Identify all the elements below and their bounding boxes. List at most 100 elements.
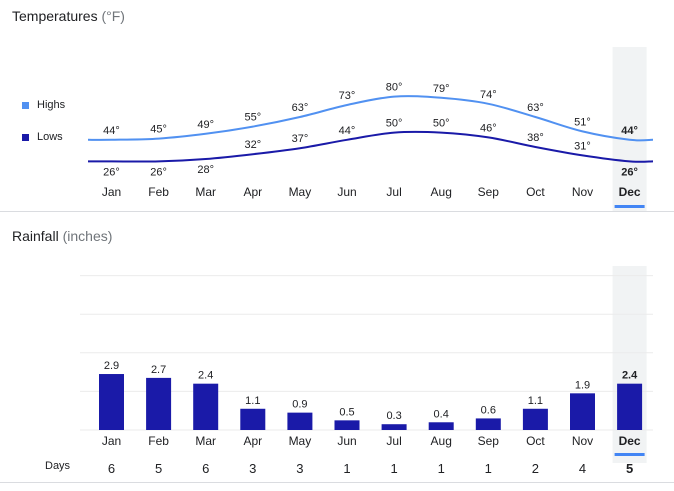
days-value-jun: 1	[343, 461, 350, 476]
low-label-aug: 50°	[433, 118, 450, 130]
rain-month-label-jun: Jun	[337, 434, 356, 448]
high-label-jun: 73°	[339, 90, 356, 102]
days-value-feb: 5	[155, 461, 162, 476]
rain-month-label-may: May	[289, 434, 312, 448]
rain-value-dec: 2.4	[622, 370, 638, 382]
temp-month-label-dec: Dec	[619, 185, 641, 199]
rain-bar-jun	[334, 420, 360, 430]
rain-bar-apr	[240, 408, 266, 430]
rain-value-aug: 0.4	[434, 408, 449, 420]
highs-series-line	[87, 95, 654, 142]
low-label-jan: 26°	[103, 166, 120, 178]
days-value-mar: 6	[202, 461, 209, 476]
temp-month-label-nov: Nov	[572, 185, 593, 199]
rain-month-label-mar: Mar	[195, 434, 216, 448]
lows-swatch	[22, 133, 29, 141]
low-label-oct: 38°	[527, 132, 544, 144]
days-value-aug: 1	[438, 461, 445, 476]
rain-value-jan: 2.9	[104, 360, 119, 372]
low-label-may: 37°	[292, 133, 309, 145]
rain-month-label-sep: Sep	[478, 434, 500, 448]
low-label-mar: 28°	[197, 164, 214, 176]
high-label-feb: 45°	[150, 124, 167, 136]
temperatures-unit: (°F)	[101, 8, 125, 24]
rain-bar-mar	[193, 383, 219, 430]
days-value-nov: 4	[579, 461, 586, 476]
rain-month-label-dec: Dec	[619, 434, 641, 448]
rain-selected-underline	[614, 453, 645, 456]
rain-value-may: 0.9	[292, 399, 307, 411]
days-value-sep: 1	[485, 461, 492, 476]
high-label-apr: 55°	[244, 112, 261, 124]
temp-month-label-oct: Oct	[526, 185, 545, 199]
high-label-jan: 44°	[103, 125, 120, 137]
legend-lows: Lows	[22, 131, 63, 143]
low-label-feb: 26°	[150, 166, 167, 178]
days-value-jan: 6	[108, 461, 115, 476]
rain-value-apr: 1.1	[245, 395, 260, 407]
temperatures-title-text: Temperatures	[12, 8, 98, 24]
rain-value-jun: 0.5	[339, 406, 354, 418]
temp-month-label-sep: Sep	[478, 185, 500, 199]
low-label-dec: 26°	[621, 166, 638, 178]
rain-bar-sep	[475, 418, 501, 430]
rain-month-label-feb: Feb	[148, 434, 169, 448]
temp-month-label-mar: Mar	[195, 185, 216, 199]
section-divider	[0, 211, 674, 212]
temperatures-title: Temperatures (°F)	[12, 8, 125, 24]
rain-bar-jan	[99, 374, 124, 430]
rainfall-title: Rainfall (inches)	[12, 228, 112, 244]
rain-value-mar: 2.4	[198, 370, 213, 382]
high-label-sep: 74°	[480, 89, 497, 101]
temp-month-label-apr: Apr	[243, 185, 262, 199]
rain-month-label-nov: Nov	[572, 434, 593, 448]
days-value-dec: 5	[626, 461, 633, 476]
rain-bar-jul	[381, 424, 407, 430]
low-label-nov: 31°	[574, 140, 591, 152]
temp-selected-underline	[614, 205, 645, 208]
selected-column-temp	[612, 47, 647, 211]
rain-value-feb: 2.7	[151, 364, 166, 376]
days-value-may: 3	[296, 461, 303, 476]
rain-bar-aug	[428, 422, 454, 430]
rain-bar-may	[287, 412, 313, 430]
rainfall-unit: (inches)	[62, 228, 113, 244]
rain-month-label-jul: Jul	[386, 434, 401, 448]
days-label: Days	[45, 460, 71, 472]
rain-bar-dec	[617, 383, 643, 430]
legend-highs-label: Highs	[37, 99, 66, 111]
rain-bar-oct	[522, 408, 548, 430]
rain-bar-feb	[146, 377, 172, 430]
days-value-oct: 2	[532, 461, 539, 476]
high-label-dec: 44°	[621, 125, 638, 137]
temp-month-label-jul: Jul	[386, 185, 401, 199]
rain-bar-nov	[570, 393, 595, 430]
highs-swatch	[22, 101, 29, 109]
temp-month-label-aug: Aug	[431, 185, 452, 199]
rain-month-label-apr: Apr	[243, 434, 262, 448]
low-label-jun: 44°	[339, 125, 356, 137]
high-label-may: 63°	[292, 102, 309, 114]
high-label-nov: 51°	[574, 116, 591, 128]
temp-month-label-jan: Jan	[102, 185, 121, 199]
high-label-oct: 63°	[527, 102, 544, 114]
rain-value-sep: 0.6	[481, 404, 496, 416]
temp-month-label-feb: Feb	[148, 185, 169, 199]
rain-value-jul: 0.3	[386, 410, 401, 422]
days-value-jul: 1	[390, 461, 397, 476]
days-value-apr: 3	[249, 461, 256, 476]
rain-month-label-oct: Oct	[526, 434, 545, 448]
rainfall-title-text: Rainfall	[12, 228, 59, 244]
low-label-sep: 46°	[480, 122, 497, 134]
temp-month-label-jun: Jun	[337, 185, 356, 199]
temp-month-label-may: May	[289, 185, 312, 199]
legend-lows-label: Lows	[37, 131, 63, 143]
rain-value-nov: 1.9	[575, 379, 590, 391]
bottom-divider	[0, 482, 674, 483]
legend-highs: Highs	[22, 99, 65, 111]
high-label-aug: 79°	[433, 83, 450, 95]
low-label-apr: 32°	[244, 139, 261, 151]
low-label-jul: 50°	[386, 118, 403, 130]
rain-month-label-jan: Jan	[102, 434, 121, 448]
rain-month-label-aug: Aug	[431, 434, 452, 448]
